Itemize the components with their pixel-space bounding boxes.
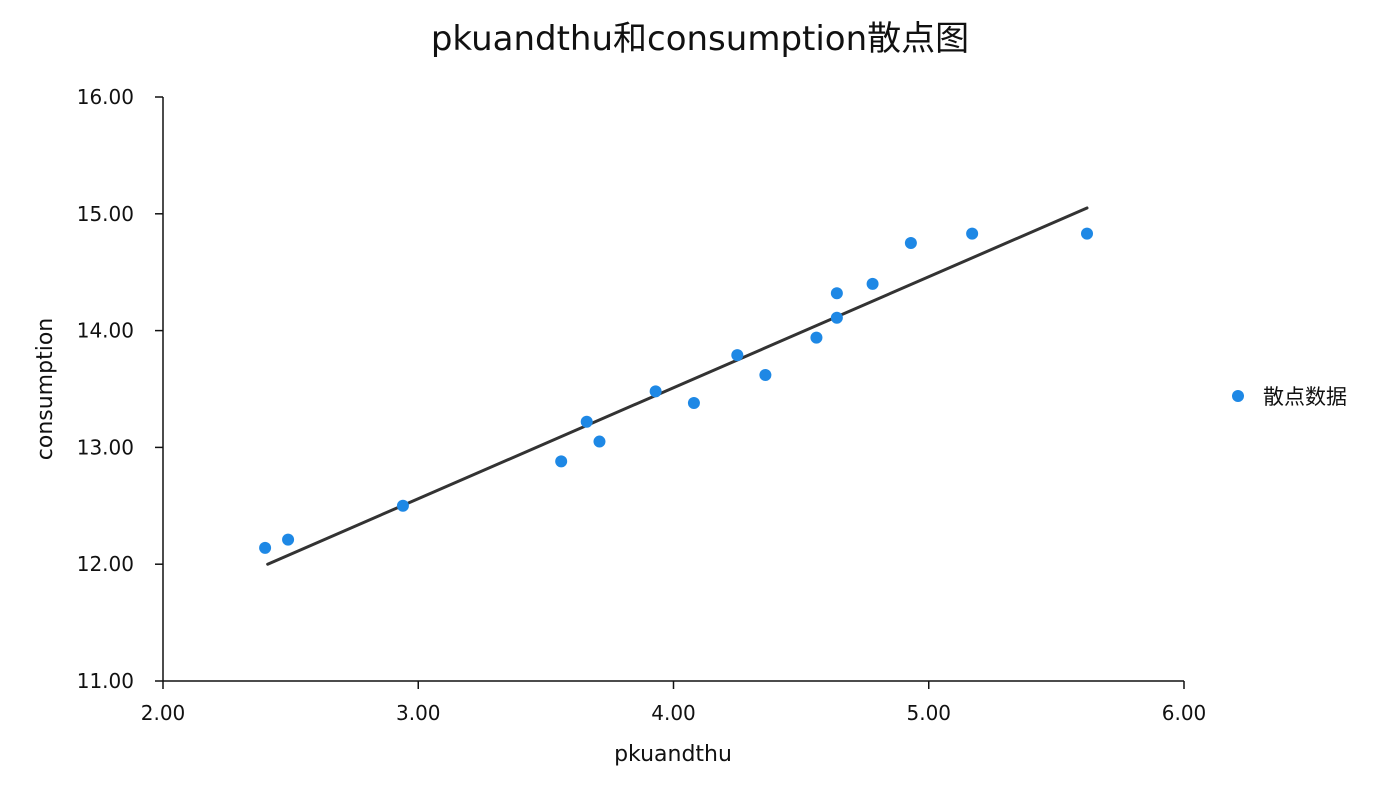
x-axis-label: pkuandthu	[614, 742, 732, 767]
legend-marker	[1232, 390, 1244, 402]
scatter-point	[866, 277, 879, 290]
y-axis-label: consumption	[33, 318, 58, 460]
legend: 散点数据	[1232, 385, 1347, 409]
scatter-point	[759, 368, 772, 381]
chart-title: pkuandthu和consumption散点图	[431, 19, 969, 59]
x-tick-label: 5.00	[906, 701, 951, 725]
y-tick-label: 11.00	[77, 669, 134, 693]
x-tick-label: 2.00	[141, 701, 186, 725]
scatter-point	[649, 385, 662, 398]
y-tick-label: 16.00	[77, 85, 134, 109]
scatter-point	[259, 541, 272, 554]
y-tick-label: 12.00	[77, 552, 134, 576]
scatter-point	[830, 287, 843, 300]
trend-line	[266, 206, 1089, 566]
scatter-point	[731, 349, 744, 362]
scatter-points	[259, 227, 1094, 554]
scatter-point	[687, 397, 700, 410]
y-tick-label: 13.00	[77, 435, 134, 459]
trend-line-group	[266, 206, 1089, 566]
x-tick-label: 4.00	[651, 701, 696, 725]
scatter-point	[580, 415, 593, 428]
legend-label: 散点数据	[1263, 385, 1347, 409]
x-tick-label: 6.00	[1162, 701, 1207, 725]
scatter-point	[810, 331, 823, 344]
scatter-point	[282, 533, 295, 546]
y-tick-label: 15.00	[77, 202, 134, 226]
scatter-point	[396, 499, 409, 512]
scatter-point	[555, 455, 568, 468]
y-tick-label: 14.00	[77, 319, 134, 343]
axes: 2.00 3.00 4.00 5.00 6.00 11.00 12.00 13.00 14.0…	[77, 85, 1207, 725]
scatter-point	[593, 435, 606, 448]
y-ticks: 11.00 12.00 13.00 14.00 15.00 16.00	[77, 85, 163, 693]
scatter-point	[830, 311, 843, 324]
scatter-point	[966, 227, 979, 240]
scatter-point	[904, 237, 917, 249]
scatter-point	[1081, 227, 1094, 240]
x-tick-label: 3.00	[396, 701, 441, 725]
x-ticks: 2.00 3.00 4.00 5.00 6.00	[141, 681, 1207, 725]
